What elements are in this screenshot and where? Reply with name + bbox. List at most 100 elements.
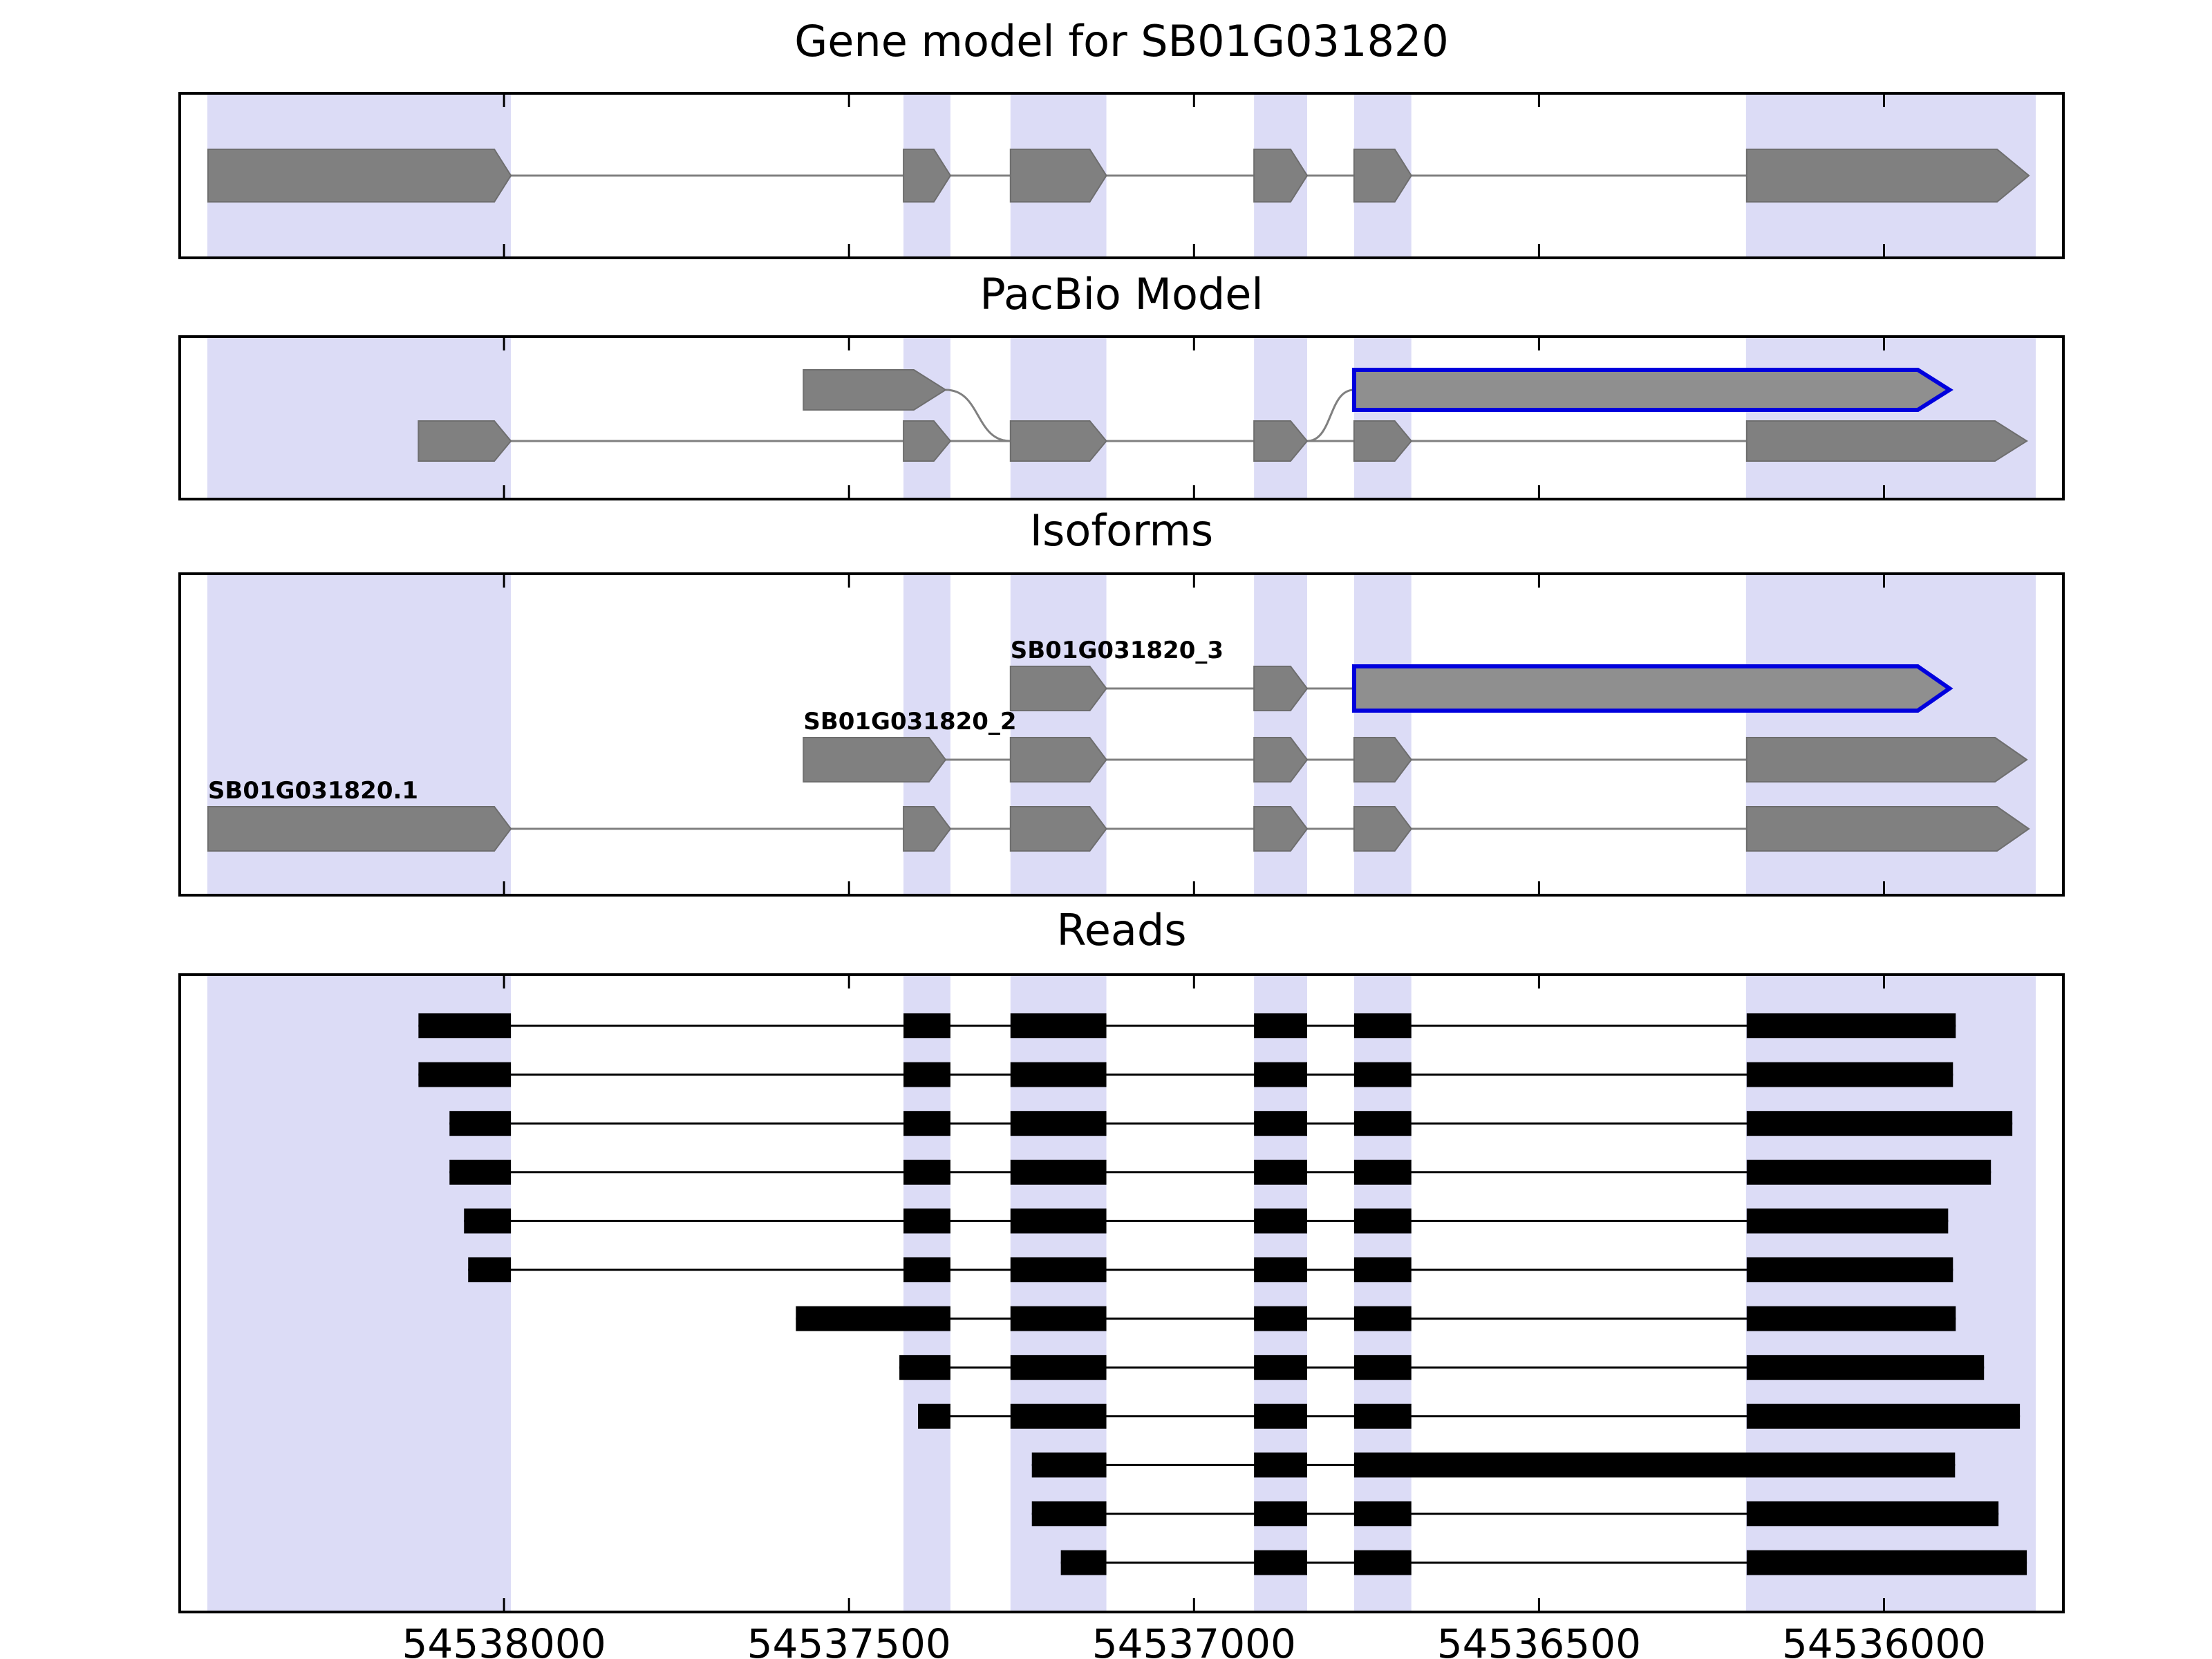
read-block bbox=[1254, 1208, 1308, 1234]
exon bbox=[1009, 420, 1107, 462]
read-block bbox=[918, 1403, 950, 1429]
isoform-label: SB01G031820_2 bbox=[803, 708, 1016, 735]
exon bbox=[1745, 806, 2030, 852]
read-block bbox=[1254, 1257, 1308, 1282]
read-block bbox=[899, 1355, 950, 1380]
exon bbox=[1253, 420, 1309, 462]
read-block bbox=[1353, 1159, 1412, 1185]
exon bbox=[1353, 149, 1412, 203]
read-block bbox=[1746, 1208, 1949, 1234]
read-block bbox=[1353, 1501, 1412, 1526]
read-block bbox=[1746, 1013, 1956, 1038]
exon bbox=[1253, 666, 1309, 711]
exon bbox=[1009, 806, 1107, 852]
read-block bbox=[418, 1013, 512, 1038]
splice-connector bbox=[1306, 388, 1355, 442]
read-block bbox=[1353, 1355, 1412, 1380]
read-block bbox=[1746, 1159, 1991, 1185]
exon-highlight-band bbox=[1353, 337, 1412, 499]
read-block bbox=[1254, 1062, 1308, 1087]
read-block bbox=[1746, 1501, 1999, 1526]
novel-exon bbox=[1351, 664, 1953, 713]
exon bbox=[1253, 737, 1309, 782]
read-block bbox=[1353, 1111, 1412, 1136]
read-block bbox=[1746, 1257, 1953, 1282]
exon-highlight-band bbox=[903, 337, 950, 499]
novel-exon bbox=[1351, 368, 1953, 412]
read-block bbox=[1010, 1257, 1107, 1282]
exon bbox=[1745, 149, 2030, 203]
read-block bbox=[1010, 1111, 1107, 1136]
exon bbox=[1009, 149, 1107, 203]
exon bbox=[207, 149, 512, 203]
exon-highlight-band bbox=[1010, 337, 1107, 499]
read-block bbox=[449, 1111, 512, 1136]
x-tick-label: 54537500 bbox=[747, 1620, 951, 1659]
exon bbox=[207, 806, 512, 852]
reads-title: Reads bbox=[1056, 905, 1187, 955]
read-block bbox=[796, 1306, 950, 1331]
splice-connector bbox=[945, 388, 1011, 442]
read-block bbox=[1353, 1550, 1412, 1575]
isoform-label: SB01G031820.1 bbox=[208, 777, 418, 805]
read-block bbox=[1060, 1550, 1107, 1575]
read-block bbox=[1031, 1501, 1107, 1526]
read-block bbox=[1254, 1111, 1308, 1136]
read-block bbox=[1353, 1062, 1412, 1087]
read-block bbox=[1254, 1306, 1308, 1331]
exon bbox=[903, 806, 952, 852]
read-block bbox=[1746, 1111, 2013, 1136]
read-block bbox=[1010, 1159, 1107, 1185]
exon bbox=[1745, 420, 2028, 462]
exon bbox=[803, 369, 947, 411]
read-block bbox=[903, 1062, 950, 1087]
read-block bbox=[1254, 1159, 1308, 1185]
read-block bbox=[1353, 1208, 1412, 1234]
read-block bbox=[903, 1257, 950, 1282]
read-block bbox=[1254, 1013, 1308, 1038]
exon bbox=[903, 149, 952, 203]
exon bbox=[1009, 737, 1107, 782]
exon-highlight-band bbox=[1745, 337, 2036, 499]
pacbio-model-title: PacBio Model bbox=[980, 269, 1264, 319]
read-block bbox=[1353, 1306, 1412, 1331]
read-block bbox=[468, 1257, 512, 1282]
read-block bbox=[1353, 1013, 1412, 1038]
exon bbox=[1253, 149, 1309, 203]
read-block bbox=[903, 1111, 950, 1136]
read-block bbox=[1746, 1355, 1985, 1380]
read-block bbox=[1010, 1355, 1107, 1380]
gene_model-panel-border bbox=[178, 92, 2065, 259]
read-block bbox=[903, 1159, 950, 1185]
read-block bbox=[1010, 1013, 1107, 1038]
read-block bbox=[1746, 1550, 2027, 1575]
read-block bbox=[1746, 1403, 2021, 1429]
read-block bbox=[1254, 1550, 1308, 1575]
read-block bbox=[464, 1208, 512, 1234]
exon bbox=[1253, 806, 1309, 852]
read-block bbox=[1746, 1062, 1953, 1087]
read-block bbox=[1353, 1452, 1956, 1478]
read-block bbox=[1746, 1306, 1956, 1331]
read-block bbox=[1353, 1403, 1412, 1429]
read-block bbox=[1254, 1403, 1308, 1429]
reads-panel-border bbox=[178, 973, 2065, 1613]
read-block bbox=[1254, 1501, 1308, 1526]
exon-highlight-band bbox=[1254, 337, 1308, 499]
exon bbox=[418, 420, 512, 462]
exon-highlight-band bbox=[207, 337, 512, 499]
exon bbox=[1353, 737, 1412, 782]
read-block bbox=[1010, 1403, 1107, 1429]
read-block bbox=[1010, 1306, 1107, 1331]
read-block bbox=[1254, 1452, 1308, 1478]
x-tick-label: 54538000 bbox=[402, 1620, 606, 1659]
read-block bbox=[449, 1159, 512, 1185]
read-block bbox=[1010, 1062, 1107, 1087]
isoform-label: SB01G031820_3 bbox=[1011, 637, 1224, 664]
exon bbox=[1745, 737, 2028, 782]
isoforms-title: Isoforms bbox=[1029, 505, 1214, 556]
read-block bbox=[1031, 1452, 1107, 1478]
isoforms-panel-border bbox=[178, 572, 2065, 897]
